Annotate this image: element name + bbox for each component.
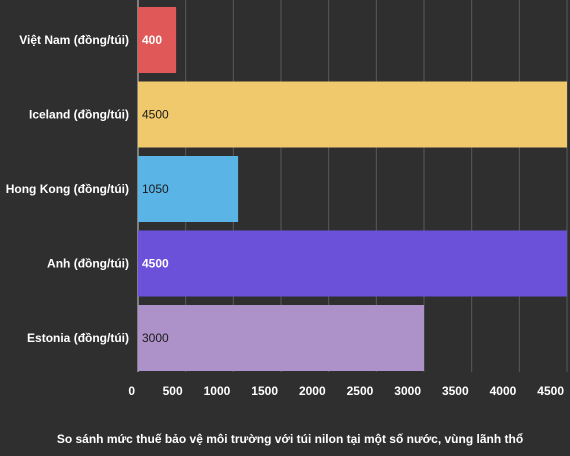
bar: [138, 81, 567, 148]
x-tick-labels: 0 500 1000 1500 2000 2500 3000 3500 4000 4500: [128, 384, 564, 398]
data-label: 4500: [142, 108, 169, 122]
category-label: Estonia (đồng/túi): [27, 331, 129, 345]
category-labels: Việt Nam (đồng/túi) Iceland (đồng/túi) Hon…: [6, 33, 129, 345]
category-label: Anh (đồng/túi): [47, 257, 129, 271]
category-label: Iceland (đồng/túi): [29, 108, 129, 122]
x-tick-label: 3000: [394, 384, 421, 398]
x-tick-label: 2000: [299, 384, 326, 398]
x-tick-label: 1000: [204, 384, 231, 398]
data-label: 1050: [142, 182, 169, 196]
x-tick-label: 4000: [490, 384, 517, 398]
bars: [138, 7, 567, 371]
bar: [138, 7, 177, 73]
bar: [138, 230, 567, 297]
x-tick-label: 3500: [442, 384, 469, 398]
data-label: 400: [142, 33, 162, 47]
x-tick-label: 2500: [347, 384, 374, 398]
x-tick-label: 0: [128, 384, 135, 398]
category-label: Hong Kong (đồng/túi): [6, 182, 129, 196]
data-label: 3000: [142, 331, 169, 345]
data-label: 4500: [142, 257, 169, 271]
x-tick-label: 4500: [537, 384, 564, 398]
category-label: Việt Nam (đồng/túi): [19, 33, 129, 47]
x-tick-label: 500: [163, 384, 183, 398]
x-tick-label: 1500: [251, 384, 278, 398]
bar: [138, 156, 239, 222]
data-labels: 400 4500 1050 4500 3000: [142, 33, 169, 345]
bar: [138, 305, 424, 371]
grid-lines: [137, 0, 568, 372]
chart-caption: So sánh mức thuế bảo vệ môi trường với t…: [57, 432, 523, 446]
